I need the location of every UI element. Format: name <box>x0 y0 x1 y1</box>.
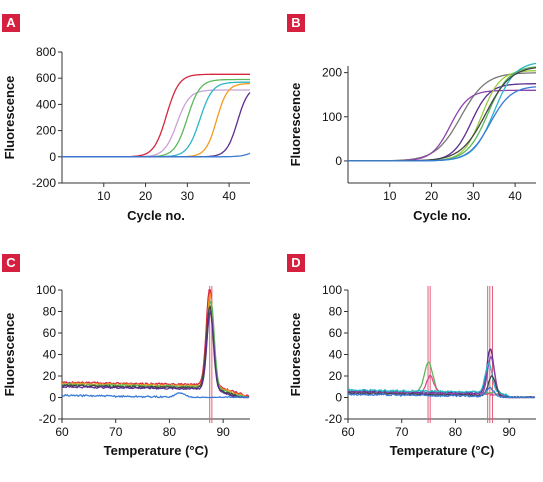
y-tick-label-c: 80 <box>43 305 57 319</box>
x-tick-label-c: 90 <box>216 425 230 439</box>
series-line-a-4 <box>62 81 250 158</box>
x-tick-label-d: 80 <box>449 425 463 439</box>
y-tick-label-b: 200 <box>322 66 342 80</box>
y-tick-label-b: 0 <box>335 154 342 168</box>
panel-badge-a: A <box>2 14 20 32</box>
series-line-a-3 <box>62 78 250 158</box>
y-tick-label-c: 0 <box>49 391 56 405</box>
x-axis-label-c: Temperature (°C) <box>104 443 209 458</box>
y-tick-label-b: 100 <box>322 110 342 124</box>
y-tick-label-a: 0 <box>49 150 56 164</box>
x-tick-label-c: 70 <box>109 425 123 439</box>
x-axis-label-d: Temperature (°C) <box>390 443 495 458</box>
x-tick-label-a: 40 <box>222 189 236 203</box>
x-tick-label-b: 10 <box>383 189 397 203</box>
series-line-c-6 <box>62 391 249 399</box>
y-tick-label-c: 20 <box>43 369 57 383</box>
series-line-d-5 <box>348 362 536 399</box>
y-tick-label-a: 800 <box>36 45 56 59</box>
series-line-b-2 <box>348 89 536 162</box>
panel-c: C -20 0 20 40 60 80 100 60 70 80 90 Temperature (°C… <box>0 238 271 477</box>
chart-c: -20 0 20 40 60 80 100 60 70 80 90 Temperature (°C) F… <box>2 283 250 458</box>
panel-badge-d: D <box>287 254 305 272</box>
x-tick-label-a: 20 <box>139 189 153 203</box>
y-tick-label-c: 100 <box>36 283 56 297</box>
series-line-a-5 <box>62 82 250 158</box>
series-line-c-5 <box>62 310 250 399</box>
series-line-b-8 <box>348 86 537 162</box>
y-tick-label-d: 80 <box>329 305 343 319</box>
y-tick-label-c: 40 <box>43 348 57 362</box>
y-tick-label-d: 60 <box>329 326 343 340</box>
series-line-b-1 <box>348 72 537 162</box>
chart-a: -200 0 200 400 600 800 10 20 30 40 Cycle no. Fluore… <box>2 45 251 223</box>
x-tick-label-a: 30 <box>181 189 195 203</box>
y-tick-label-d: 0 <box>335 391 342 405</box>
y-tick-label-c: 60 <box>43 326 57 340</box>
y-axis-label-a: Fluorescence <box>2 76 17 160</box>
panel-d: D -20 0 20 40 60 80 100 60 70 80 90 Temperature (°C… <box>271 238 543 477</box>
y-tick-label-d: -20 <box>325 412 343 426</box>
panel-b: B 0 100 200 10 20 30 40 Cycle no. Fluorescence <box>271 0 543 238</box>
x-tick-label-b: 40 <box>508 189 522 203</box>
y-tick-label-a: 200 <box>36 124 56 138</box>
y-tick-label-d: 20 <box>329 369 343 383</box>
x-tick-label-c: 60 <box>55 425 69 439</box>
series-line-c-1 <box>62 289 250 398</box>
y-tick-label-d: 40 <box>329 348 343 362</box>
panel-badge-b: B <box>287 14 305 32</box>
x-tick-label-d: 60 <box>341 425 355 439</box>
x-tick-label-d: 90 <box>502 425 516 439</box>
chart-d: -20 0 20 40 60 80 100 60 70 80 90 Temperature (°C) F… <box>288 283 536 458</box>
x-tick-label-b: 30 <box>467 189 481 203</box>
x-tick-label-d: 70 <box>395 425 409 439</box>
series-line-a-7 <box>62 152 251 158</box>
y-axis-label-c: Fluorescence <box>2 313 17 397</box>
y-tick-label-a: 600 <box>36 71 56 85</box>
x-axis-label-a: Cycle no. <box>127 208 185 223</box>
series-line-a-1 <box>62 73 250 158</box>
y-tick-label-d: 100 <box>322 283 342 297</box>
series-line-a-2 <box>62 89 250 158</box>
x-tick-label-c: 80 <box>163 425 177 439</box>
x-axis-label-b: Cycle no. <box>413 208 471 223</box>
panel-badge-c: C <box>2 254 20 272</box>
x-tick-label-a: 10 <box>97 189 111 203</box>
y-axis-label-b: Fluorescence <box>288 83 303 167</box>
series-line-d-7 <box>348 386 536 399</box>
x-tick-label-b: 20 <box>425 189 439 203</box>
series-line-b-4 <box>348 70 536 162</box>
y-axis-label-d: Fluorescence <box>288 313 303 397</box>
panel-a: A -200 0 200 400 600 800 10 20 30 40 Cycle no. Fluo… <box>0 0 271 238</box>
series-line-c-2 <box>62 292 250 399</box>
series-line-b-3 <box>348 83 536 162</box>
chart-b: 0 100 200 10 20 30 40 Cycle no. Fluorescence <box>288 62 537 223</box>
y-tick-label-c: -20 <box>39 412 57 426</box>
y-tick-label-a: 400 <box>36 97 56 111</box>
y-tick-label-a: -200 <box>32 176 56 190</box>
